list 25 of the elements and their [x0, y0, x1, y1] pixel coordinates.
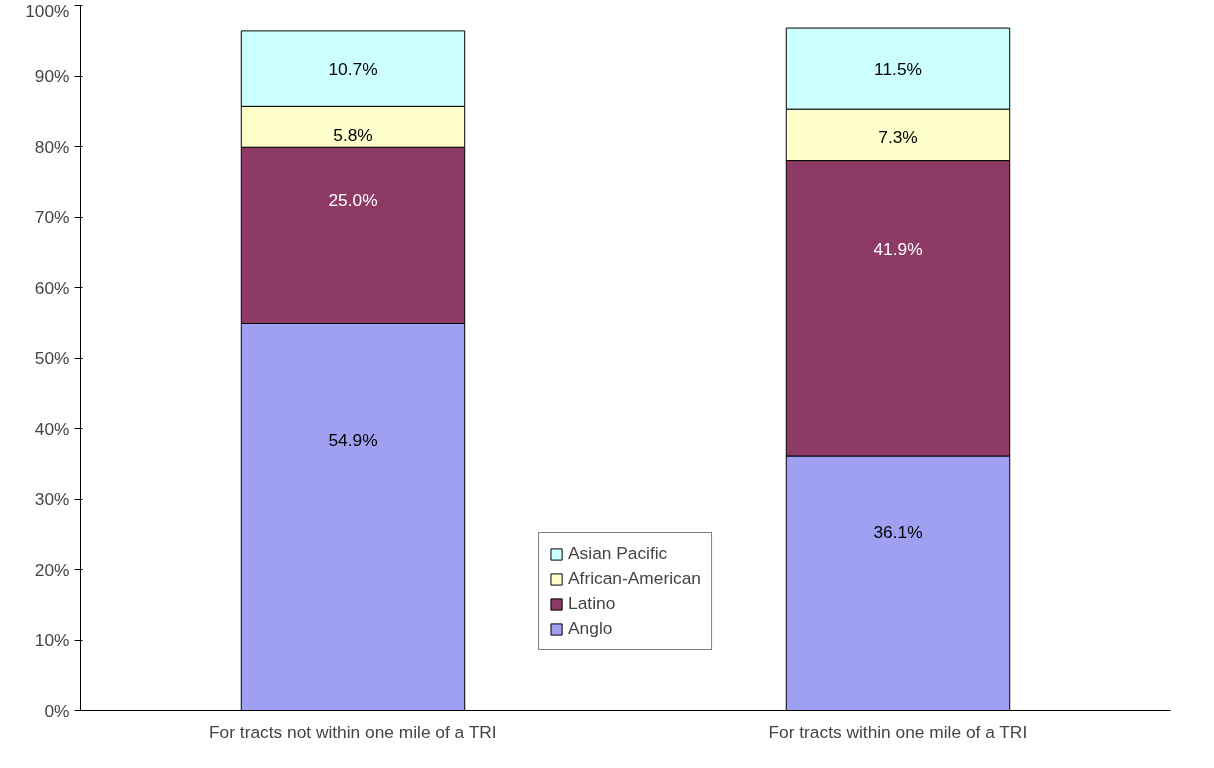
y-tick-label: 40% [34, 418, 70, 439]
y-tick-label: 0% [44, 700, 70, 721]
y-tick-label: 50% [34, 348, 70, 368]
data-label: 41.9% [873, 239, 923, 260]
legend-label: Anglo [568, 618, 613, 639]
legend-label: Asian Pacific [568, 543, 668, 564]
y-tick-label: 20% [34, 559, 70, 580]
data-label: 5.8% [333, 124, 373, 145]
y-tick-label: 80% [34, 136, 70, 157]
y-tick-label: 100% [25, 0, 70, 21]
data-label: 10.7% [328, 58, 378, 79]
x-tick-label: For tracts not within one mile of a TRI [209, 721, 497, 742]
data-label: 36.1% [873, 522, 923, 543]
data-label: 54.9% [328, 429, 378, 450]
y-tick-label: 10% [34, 630, 70, 650]
y-tick-label: 60% [34, 277, 70, 298]
x-tick-label: For tracts within one mile of a TRI [768, 721, 1028, 742]
data-label: 25.0% [328, 190, 378, 211]
legend-label: African-American [568, 568, 701, 589]
data-label: 11.5% [874, 58, 922, 79]
y-tick-label: 90% [34, 66, 70, 86]
y-tick-label: 70% [34, 207, 70, 227]
data-label: 7.3% [878, 127, 918, 148]
legend-label: Latino [568, 593, 616, 614]
y-tick-label: 30% [34, 489, 70, 509]
